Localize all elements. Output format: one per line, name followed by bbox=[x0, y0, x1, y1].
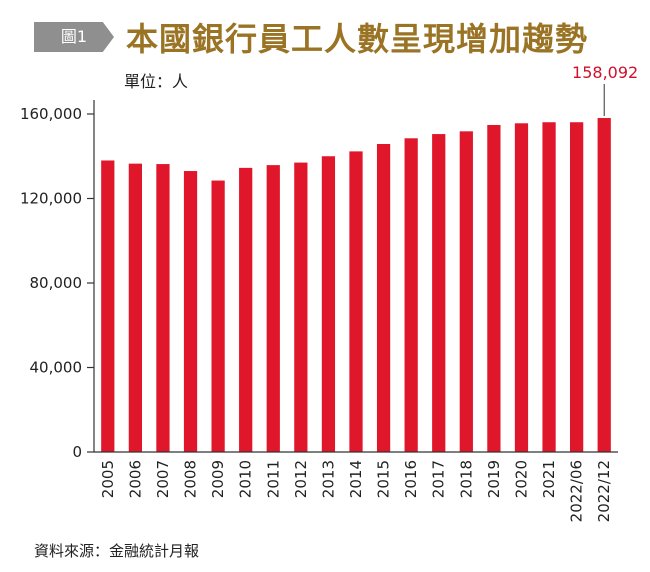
x-tick-label: 2021 bbox=[540, 460, 558, 498]
x-tick-label: 2022/06 bbox=[568, 460, 586, 522]
bar-2018 bbox=[459, 131, 473, 452]
x-tick-label: 2013 bbox=[319, 460, 337, 498]
bar-2015 bbox=[376, 143, 391, 452]
bar-2016 bbox=[404, 138, 418, 452]
bar-2022/06 bbox=[570, 122, 584, 453]
x-tick-label: 2020 bbox=[512, 460, 530, 498]
x-tick-label: 2008 bbox=[182, 460, 200, 498]
bar-2013 bbox=[321, 156, 336, 452]
x-tick-label: 2005 bbox=[99, 460, 117, 498]
y-tick-label: 120,000 bbox=[20, 190, 82, 208]
x-tick-label: 2009 bbox=[209, 460, 227, 498]
x-tick-label: 2019 bbox=[485, 460, 503, 498]
x-tick-label: 2014 bbox=[347, 460, 365, 498]
bar-2006 bbox=[128, 163, 142, 453]
x-tick-label: 2010 bbox=[237, 460, 255, 498]
x-tick-label: 2017 bbox=[430, 460, 448, 498]
bar-2009 bbox=[211, 180, 225, 452]
y-tick-label: 80,000 bbox=[30, 274, 83, 292]
x-tick-label: 2022/12 bbox=[595, 460, 613, 522]
bar-2020 bbox=[514, 123, 529, 453]
bar-2017 bbox=[432, 134, 446, 452]
x-tick-label: 2012 bbox=[292, 460, 310, 498]
x-tick-label: 2011 bbox=[264, 460, 282, 498]
figure-tag: 圖1 bbox=[34, 22, 114, 52]
source-note: 資料來源：金融統計月報 bbox=[34, 542, 200, 560]
chart-title: 本國銀行員工人數呈現增加趨勢 bbox=[126, 20, 589, 58]
unit-label: 單位：人 bbox=[124, 72, 189, 91]
x-tick-label: 2018 bbox=[457, 460, 475, 498]
bar-2005 bbox=[101, 160, 115, 452]
bar-2019 bbox=[487, 124, 501, 453]
bar-2012 bbox=[294, 162, 308, 452]
x-tick-label: 2006 bbox=[126, 460, 144, 498]
x-tick-label: 2016 bbox=[402, 460, 420, 498]
bar-2007 bbox=[156, 164, 170, 452]
bar-2010 bbox=[239, 167, 253, 452]
bar-2014 bbox=[349, 151, 363, 453]
bar-2021 bbox=[542, 122, 556, 453]
y-tick-label: 160,000 bbox=[20, 105, 82, 123]
bar-2011 bbox=[266, 165, 280, 452]
bar-2008 bbox=[183, 171, 198, 452]
bar-2022/12 bbox=[597, 118, 611, 453]
x-tick-label: 2015 bbox=[375, 460, 393, 498]
x-tick-label: 2007 bbox=[154, 460, 172, 498]
y-tick-label: 0 bbox=[72, 443, 82, 461]
value-annotation: 158,092 bbox=[572, 63, 638, 82]
y-tick-label: 40,000 bbox=[30, 359, 83, 377]
